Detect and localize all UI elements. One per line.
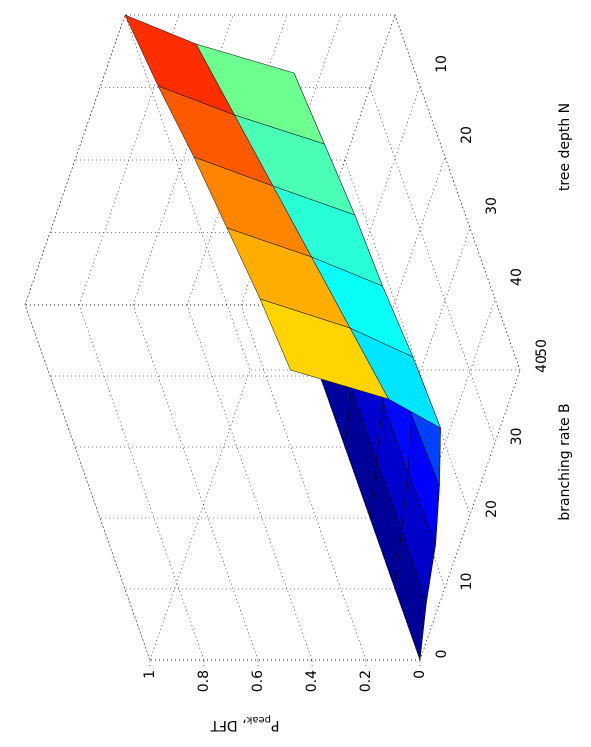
y-axis (394, 14, 521, 371)
y-tick-label: 20 (459, 126, 475, 144)
y-tick-label: 50 (534, 339, 550, 357)
x-tick-label: 20 (484, 500, 500, 518)
z-grid-line (240, 304, 367, 661)
z-tick-label: 0.6 (250, 670, 266, 692)
z-tick-label: 1 (142, 670, 158, 679)
x-tick-label: 30 (509, 428, 525, 446)
z-grid-line (78, 304, 205, 661)
z-axis-label: Ppeak, DFT (210, 714, 279, 733)
x-grid-line (369, 87, 496, 443)
z-label-main: P (271, 717, 279, 733)
x-axis-label: branching rate B (557, 403, 573, 520)
z-grid-line (24, 304, 151, 661)
surface-patch (259, 298, 390, 400)
z-label-rest: , DFT (210, 717, 246, 733)
x-grid-line (344, 159, 471, 516)
z-grid-line (132, 304, 259, 661)
plot-area: branching rate B tree depth N Ppeak, DFT… (24, 14, 573, 733)
z-tick-label: 0.2 (358, 670, 374, 692)
z-grid-line (186, 304, 313, 661)
x-tick-label: 0 (434, 650, 450, 659)
z-label-sub: peak (246, 714, 271, 725)
y-axis-label: tree depth N (557, 103, 573, 191)
x-tick-label: 10 (459, 573, 475, 591)
y-tick-label: 10 (434, 55, 450, 73)
box-top (24, 14, 251, 661)
y-tick-label: 40 (509, 268, 525, 286)
z-tick-label: 0.8 (196, 670, 212, 692)
x-tick-label: 40 (534, 355, 550, 373)
z-tick-label: 0.4 (304, 670, 320, 692)
y-tick-label: 30 (484, 197, 500, 215)
z-tick-label: 0 (412, 670, 428, 679)
